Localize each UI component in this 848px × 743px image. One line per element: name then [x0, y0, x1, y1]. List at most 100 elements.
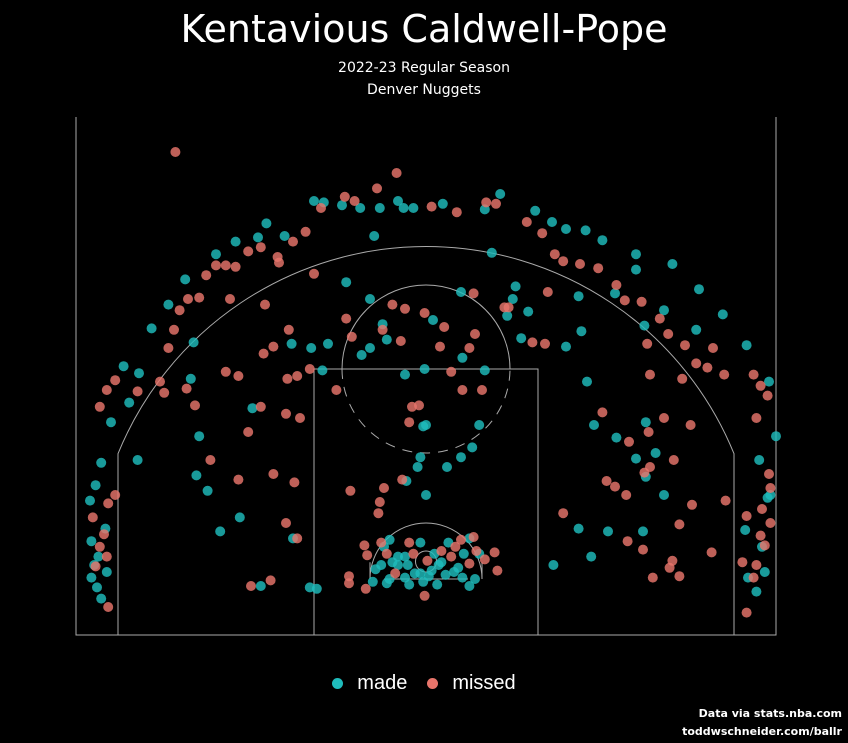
shot-made-83: [286, 338, 297, 349]
shot-missed-69: [741, 607, 752, 618]
shot-missed-19: [174, 305, 185, 316]
shot-missed-133: [471, 546, 482, 556]
shot-missed-94: [341, 313, 352, 324]
shot-missed-39: [491, 198, 501, 209]
shot-made-124: [381, 578, 392, 589]
shot-missed-38: [481, 197, 492, 208]
shot-made-144: [510, 281, 521, 292]
shot-missed-77: [258, 348, 269, 359]
shot-made-57: [356, 350, 367, 360]
shot-made-36: [547, 217, 557, 227]
shot-missed-62: [765, 518, 776, 528]
shot-missed-70: [243, 427, 254, 437]
shot-missed-93: [309, 268, 319, 279]
shot-made-20: [230, 236, 241, 247]
shot-missed-7: [103, 498, 114, 509]
shot-made-11: [90, 480, 101, 491]
credit-site: toddwschneider.com/ballr: [682, 725, 842, 738]
shot-made-102: [415, 537, 426, 548]
shot-made-13: [124, 397, 135, 408]
shot-made-150: [659, 305, 669, 316]
shot-missed-122: [376, 537, 387, 548]
shot-made-105: [458, 548, 469, 559]
shot-made-141: [341, 277, 352, 288]
shot-made-76: [603, 526, 613, 537]
shot-made-123: [367, 576, 378, 587]
shot-missed-64: [741, 511, 752, 521]
shot-missed-136: [479, 554, 490, 565]
shot-missed-51: [680, 340, 690, 351]
shot-made-92: [467, 442, 478, 453]
shot-missed-165: [706, 547, 717, 558]
shot-made-81: [191, 470, 202, 481]
shot-missed-149: [643, 427, 654, 437]
shot-made-35: [530, 205, 541, 216]
shot-missed-44: [575, 259, 585, 269]
shot-missed-21: [194, 292, 205, 303]
shot-made-95: [421, 490, 431, 500]
shot-missed-36: [426, 201, 437, 212]
shot-missed-88: [274, 257, 284, 268]
shot-made-148: [610, 288, 620, 299]
shot-made-3: [96, 593, 107, 604]
shot-missed-169: [647, 572, 658, 583]
shot-made-116: [370, 564, 381, 575]
shot-missed-12: [132, 386, 143, 397]
shot-missed-60: [765, 483, 776, 493]
shot-made-24: [309, 196, 319, 206]
shot-made-58: [419, 364, 430, 374]
shot-missed-40: [521, 217, 532, 227]
shot-missed-132: [468, 532, 479, 542]
shot-made-6: [93, 551, 104, 562]
shot-missed-135: [492, 565, 503, 576]
shot-missed-32: [339, 191, 350, 202]
shot-missed-24: [220, 260, 231, 271]
shot-missed-23: [211, 260, 221, 271]
shot-missed-152: [621, 490, 632, 500]
shot-missed-79: [268, 469, 279, 479]
shot-made-143: [486, 247, 497, 258]
shot-missed-5: [87, 512, 98, 523]
shot-made-115: [470, 574, 480, 584]
shot-made-154: [573, 523, 584, 534]
shot-made-18: [180, 274, 191, 285]
shot-missed-22: [201, 270, 212, 281]
shot-missed-153: [624, 436, 634, 447]
shot-missed-145: [610, 481, 620, 492]
shot-missed-26: [243, 246, 254, 257]
shot-made-85: [317, 365, 328, 376]
shot-missed-103: [400, 303, 410, 314]
shot-missed-74: [233, 371, 244, 381]
shot-missed-82: [265, 575, 276, 586]
shot-missed-20: [183, 294, 193, 304]
shot-made-23: [279, 231, 290, 241]
shot-missed-49: [654, 313, 665, 324]
shot-missed-76: [282, 373, 293, 384]
shot-made-40: [631, 249, 641, 260]
shot-missed-52: [691, 358, 702, 369]
shot-made-149: [639, 320, 650, 331]
shot-missed-68: [748, 572, 759, 583]
shot-missed-104: [464, 343, 475, 353]
shot-missed-158: [642, 338, 653, 349]
shot-made-90: [474, 420, 485, 430]
shot-made-16: [146, 323, 157, 334]
shot-missed-159: [685, 420, 696, 430]
shot-made-137: [215, 526, 226, 537]
shot-missed-31: [316, 203, 326, 213]
shot-made-97: [412, 462, 423, 472]
shot-made-53: [751, 586, 762, 597]
shot-made-93: [442, 462, 452, 472]
shot-missed-91: [304, 364, 315, 374]
shot-missed-65: [759, 540, 770, 551]
shot-made-22: [261, 218, 272, 229]
shot-made-73: [650, 448, 661, 458]
shot-missed-113: [457, 385, 468, 395]
shot-missed-131: [456, 534, 466, 545]
shot-missed-170: [331, 385, 342, 395]
shot-missed-120: [373, 508, 384, 519]
shot-made-4: [86, 536, 97, 547]
legend: made missed: [0, 672, 848, 695]
shot-missed-154: [597, 407, 608, 418]
shot-missed-116: [414, 400, 424, 411]
